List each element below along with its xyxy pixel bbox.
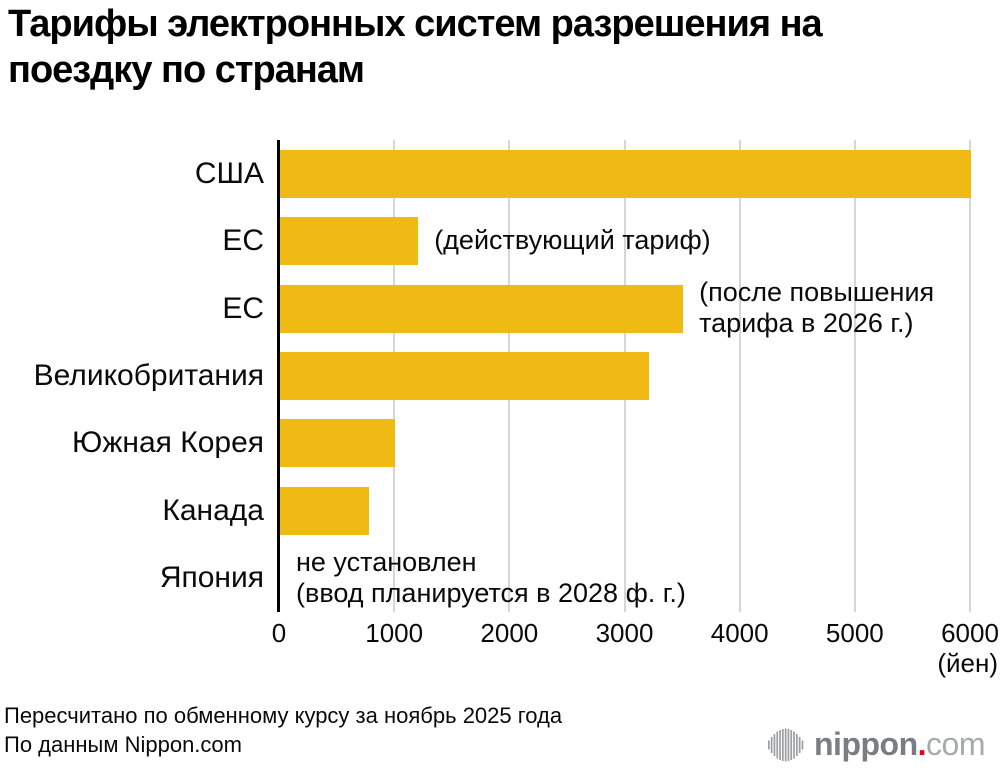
plot-area: США ЕС (действующий тариф) ЕС (после повышен… [0,140,1000,612]
footnote-exchange-rate: Пересчитано по обменному курсу за ноябрь… [4,703,563,728]
chart-row: Япония не установлен (ввод планируется в … [0,545,1000,612]
x-tick-label: 2000 [480,618,539,648]
footnote-source: По данным Nippon.com [4,732,242,758]
bar [280,149,971,198]
category-label: Великобритания [33,358,264,392]
gridline [853,140,856,612]
bar-annotation: не установлен (ввод планируется в 2028 ф… [296,546,686,609]
category-label: ЕС [222,224,264,258]
bar [280,486,369,535]
chart-row: США [0,140,1000,207]
x-tick-label: 6000 [941,618,999,648]
footnotes: Пересчитано по обменному курсу за ноябрь… [4,701,562,759]
bar-annotation: (действующий тариф) [434,225,711,256]
chart-row: Канада [0,477,1000,544]
x-tick-label: 1000 [365,618,424,648]
x-tick-label: 0 [271,618,287,648]
bar-chart: США ЕС (действующий тариф) ЕС (после повышен… [0,140,1000,700]
bar [280,217,419,266]
x-tick-label: 3000 [595,618,654,648]
chart-title: Тарифы электронных систем разрешения на … [8,3,823,91]
x-tick-label: 5000 [825,618,884,648]
gridline [969,140,971,612]
nippon-logo: nippon.com [766,726,985,763]
chart-row: Великобритания [0,342,1000,409]
chart-row: ЕС (действующий тариф) [0,207,1000,274]
logo-tld: com [926,726,985,762]
y-axis-line [277,140,280,612]
category-label: ЕС [222,291,264,325]
soundwave-icon [768,728,804,761]
bar [280,284,684,333]
bar [280,351,649,400]
chart-row: Южная Корея [0,410,1000,477]
gridline [738,140,741,612]
category-label: Южная Корея [72,426,264,460]
bar-annotation: (после повышения тарифа в 2026 г.) [699,277,935,339]
bar [280,419,396,468]
logo-dot: . [917,726,927,762]
axis-unit-label: (йен) [937,648,998,678]
chart-row: ЕС (после повышения тарифа в 2026 г.) [0,275,1000,342]
category-label: Япония [159,561,264,595]
nippon-logo-text: nippon.com [814,726,985,763]
x-tick-label: 4000 [710,618,769,648]
logo-name: nippon [814,726,918,762]
category-label: Канада [162,493,264,527]
category-label: США [194,156,264,190]
